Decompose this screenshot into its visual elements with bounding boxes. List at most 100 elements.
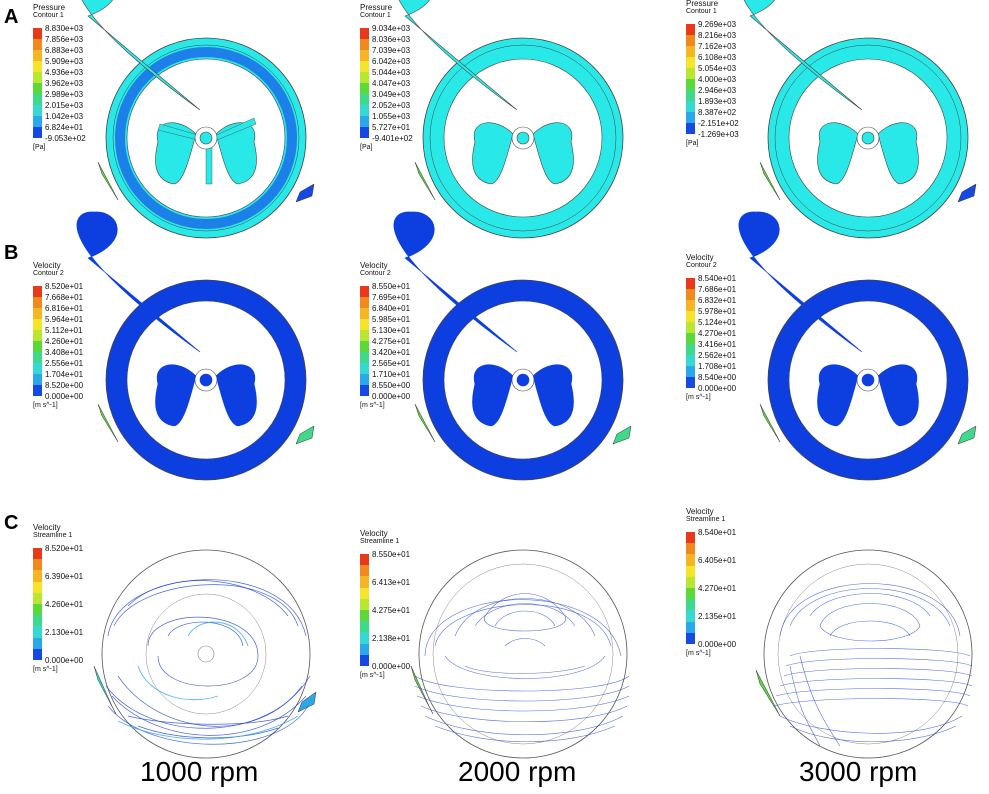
legend-color-step (360, 94, 369, 105)
legend-color-step (360, 50, 369, 61)
legend-unit: [m s^-1] (360, 402, 385, 409)
legend-tick-label: 8.520e+00 (45, 381, 84, 390)
legend-tick-label: 1.710e+01 (372, 370, 411, 379)
legend-color-step (33, 363, 42, 374)
legend-tick-label: 2.562e+01 (698, 351, 737, 360)
legend-color-step (686, 621, 695, 633)
streamline-plot-1000rpm (93, 549, 317, 759)
legend-tick-label: 3.408e+01 (45, 348, 84, 357)
legend-color-step (686, 344, 695, 355)
legend-color-step (33, 559, 42, 571)
legend-tick-label: 8.387e+02 (698, 108, 737, 117)
legend-color-step (360, 319, 369, 330)
legend-color-step (686, 554, 695, 566)
legend-subtitle: Contour 1 (686, 8, 717, 15)
legend-color-step (686, 576, 695, 588)
legend-color-step (360, 286, 369, 297)
legend-title: Pressure (33, 3, 66, 12)
legend-tick-label: 9.034e+03 (372, 24, 411, 33)
legend-unit: [Pa] (360, 144, 373, 151)
legend-tick-label: -1.269e+03 (698, 130, 739, 139)
legend-color-step (360, 308, 369, 319)
legend-color-step (686, 610, 695, 622)
legend-color-step (33, 548, 42, 560)
legend-color-step (686, 587, 695, 600)
legend-color-step (360, 297, 369, 308)
legend-tick-label: 5.964e+01 (45, 315, 84, 324)
legend-color-step (360, 39, 369, 50)
legend-color-step (360, 363, 369, 374)
legend-color-step (360, 83, 369, 94)
legend-tick-label: 8.540e+01 (698, 274, 737, 283)
row-label-b: B (4, 242, 19, 264)
legend-tick-label: 4.275e+01 (372, 606, 411, 615)
legend-color-bar (360, 28, 369, 138)
legend-velocity-contour-1000rpm: Velocity Contour 2 8.520e+01 7.668e+01 6.816… (33, 262, 103, 422)
legend-color-step (33, 83, 42, 94)
legend-tick-label: 5.727e+01 (372, 123, 411, 132)
legend-tick-label: 5.985e+01 (372, 315, 411, 324)
legend-color-step (686, 278, 695, 289)
legend-tick-label: 8.830e+03 (45, 24, 84, 33)
rpm-label-1000: 1000 rpm (140, 756, 259, 787)
legend-color-step (33, 72, 42, 83)
row-label-a: A (4, 6, 19, 28)
legend-color-bar (360, 554, 369, 666)
legend-color-step (360, 352, 369, 363)
legend-color-step (686, 543, 695, 555)
legend-color-step (686, 112, 695, 123)
legend-color-step (686, 35, 695, 46)
legend-title: Velocity (360, 529, 388, 538)
legend-tick-label: 4.047e+03 (372, 79, 411, 88)
velocity-contour-1000rpm (76, 211, 315, 481)
legend-streamline-3000rpm: Velocity Streamline 1 8.540e+01 6.405e+01 4.… (686, 508, 756, 688)
legend-color-step (686, 377, 695, 388)
legend-color-bar (686, 24, 695, 134)
legend-tick-label: 2.138e+01 (372, 634, 411, 643)
legend-tick-label: 6.405e+01 (698, 556, 737, 565)
legend-subtitle: Contour 1 (33, 12, 64, 19)
legend-color-bar (360, 286, 369, 396)
legend-color-step (33, 615, 42, 627)
legend-color-step (33, 352, 42, 363)
legend-color-step (33, 341, 42, 352)
row-label-c: C (4, 512, 19, 534)
legend-color-step (360, 632, 369, 644)
legend-tick-label: 4.936e+03 (45, 68, 84, 77)
legend-title: Velocity (33, 261, 61, 270)
legend-color-step (33, 94, 42, 105)
legend-color-bar (33, 286, 42, 396)
legend-color-step (686, 565, 695, 577)
legend-color-step (360, 72, 369, 83)
legend-color-step (686, 333, 695, 344)
legend-color-step (33, 50, 42, 61)
legend-tick-label: 5.909e+03 (45, 57, 84, 66)
legend-color-step (33, 637, 42, 649)
legend-tick-label: 1.042e+03 (45, 112, 84, 121)
legend-color-step (360, 116, 369, 127)
streamline-plot-2000rpm (410, 549, 630, 759)
legend-color-step (686, 24, 695, 35)
legend-tick-label: 3.420e+01 (372, 348, 411, 357)
legend-streamline-1000rpm: Velocity Streamline 1 8.520e+01 6.390e+01 4.… (33, 524, 103, 684)
legend-color-step (33, 127, 42, 138)
legend-tick-label: 8.520e+01 (45, 282, 84, 291)
legend-pressure-3000rpm: Pressure Contour 1 9.269e+03 8.216e+03 7.162… (686, 0, 756, 180)
legend-tick-label: 5.044e+03 (372, 68, 411, 77)
legend-color-step (33, 308, 42, 319)
legend-color-step (33, 39, 42, 50)
legend-color-step (360, 330, 369, 341)
legend-tick-label: 3.049e+03 (372, 90, 411, 99)
pressure-contour-1000rpm (81, 0, 315, 239)
legend-tick-label: 4.260e+01 (45, 600, 84, 609)
legend-tick-label: 6.816e+01 (45, 304, 84, 313)
legend-color-step (360, 61, 369, 72)
legend-title: Pressure (686, 0, 719, 8)
legend-color-step (360, 609, 369, 622)
legend-tick-label: 0.000e+00 (45, 656, 84, 665)
legend-color-step (686, 366, 695, 377)
legend-color-bar (33, 28, 42, 138)
legend-color-step (686, 46, 695, 57)
legend-tick-label: 3.962e+03 (45, 79, 84, 88)
legend-tick-label: 4.270e+01 (698, 329, 737, 338)
